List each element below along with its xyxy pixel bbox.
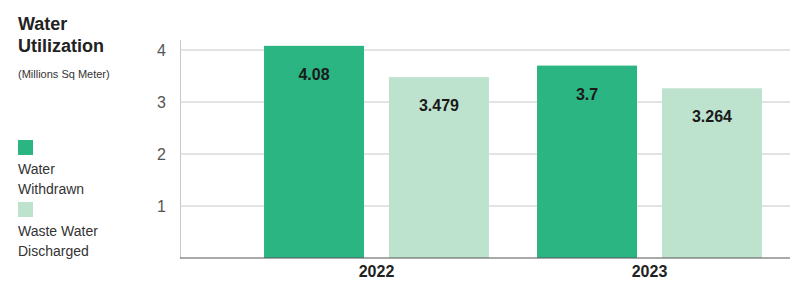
y-tick-label: 4 xyxy=(157,42,166,59)
legend-label: Water Withdrawn xyxy=(18,161,84,197)
x-tick-label: 2022 xyxy=(359,263,395,280)
y-tick: 2 xyxy=(157,146,180,163)
bar xyxy=(662,88,762,258)
baseline xyxy=(180,257,790,258)
y-axis-line xyxy=(180,40,181,258)
bar xyxy=(389,77,489,258)
y-tick: 4 xyxy=(157,42,180,59)
y-axis: 1 2 3 4 xyxy=(157,40,180,258)
data-label: 3.479 xyxy=(419,97,459,114)
y-tick-label: 3 xyxy=(157,94,166,111)
title: Water Utilization xyxy=(18,14,104,56)
subtitle: (Millions Sq Meter) xyxy=(18,68,110,80)
text-line: Utilization xyxy=(18,36,104,56)
data-label: 4.08 xyxy=(298,66,329,83)
bar xyxy=(537,66,637,258)
chart: Water Utilization (Millions Sq Meter) 1 2 3 4… xyxy=(0,0,800,289)
x-tick: 2022 xyxy=(359,258,395,280)
x-axis: 2022 2023 xyxy=(359,258,668,280)
x-tick: 2023 xyxy=(632,258,668,280)
y-tick-label: 2 xyxy=(157,146,166,163)
bars xyxy=(264,46,762,258)
legend: Water Withdrawn Waste Water Discharged xyxy=(18,140,102,259)
x-tick-label: 2023 xyxy=(632,263,668,280)
legend-swatch xyxy=(18,140,33,155)
legend-label: Waste Water Discharged xyxy=(18,223,102,259)
data-label: 3.264 xyxy=(692,108,732,125)
y-tick: 3 xyxy=(157,94,180,111)
text-line: Water xyxy=(18,161,59,177)
text-line: Waste Water xyxy=(18,223,102,239)
bar xyxy=(264,46,364,258)
legend-swatch xyxy=(18,202,33,217)
y-tick: 1 xyxy=(157,198,180,215)
text-line: Withdrawn xyxy=(18,181,84,197)
text-line: Discharged xyxy=(18,243,89,259)
data-label: 3.7 xyxy=(576,86,598,103)
data-labels: 4.08 3.7 3.479 3.264 xyxy=(298,66,732,125)
text-line: Water xyxy=(18,14,72,34)
y-tick-label: 1 xyxy=(157,198,166,215)
